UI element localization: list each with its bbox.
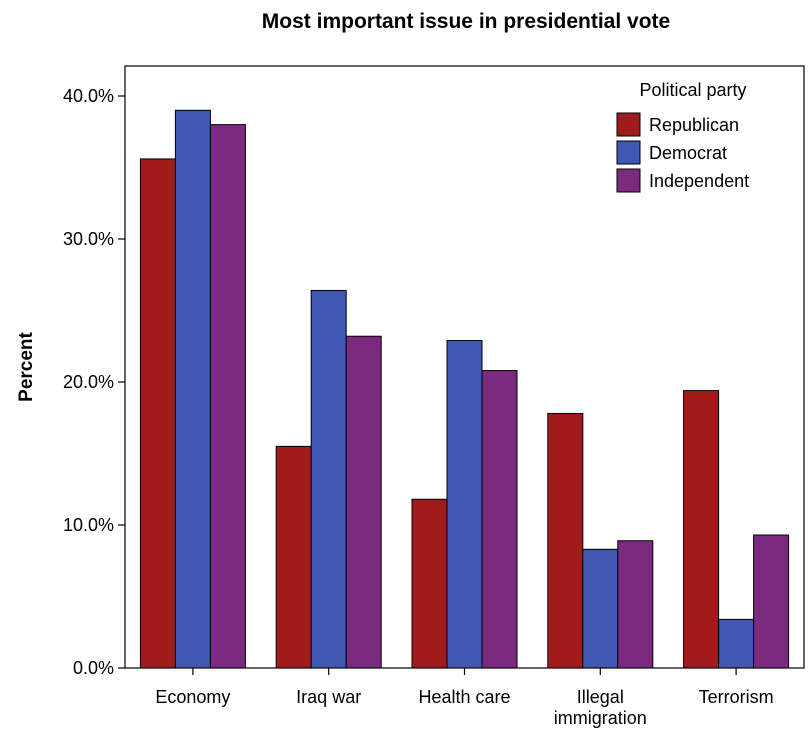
legend: Political party Republican Democrat Indepe… <box>616 80 749 193</box>
legend-title: Political party <box>639 80 746 100</box>
x-tick-label: Illegal <box>577 687 624 707</box>
bar-independent-0 <box>209 124 246 669</box>
legend-swatch-democrat <box>616 140 641 165</box>
bar-independent-2 <box>481 370 518 669</box>
bar-independent-4 <box>753 534 790 669</box>
bar-democrat-3 <box>582 548 619 669</box>
bar-democrat-0 <box>174 109 211 669</box>
bar-democrat-4 <box>718 618 755 669</box>
x-tick-label: Iraq war <box>296 687 361 707</box>
bars <box>139 109 790 669</box>
bar-democrat-1 <box>310 289 347 669</box>
legend-swatch-independent <box>616 168 641 193</box>
y-tick-label: 10.0% <box>63 515 114 535</box>
y-tick-label: 40.0% <box>63 86 114 106</box>
y-tick-label: 0.0% <box>73 658 114 678</box>
y-axis-label: Percent <box>16 331 37 401</box>
y-tick-label: 30.0% <box>63 229 114 249</box>
legend-label-independent: Independent <box>649 171 749 191</box>
bar-democrat-2 <box>446 340 483 669</box>
bar-republican-0 <box>139 158 176 669</box>
legend-items: Republican Democrat Independent <box>616 112 749 193</box>
bar-independent-3 <box>617 540 654 669</box>
x-axis: Economy Iraq war Health care Illegalimmigra… <box>155 668 774 728</box>
legend-label-republican: Republican <box>649 115 739 135</box>
x-tick-label: Health care <box>418 687 510 707</box>
x-tick-label: immigration <box>554 708 647 728</box>
legend-swatch-republican <box>616 112 641 137</box>
x-tick-label: Economy <box>155 687 230 707</box>
bar-republican-1 <box>275 445 312 669</box>
x-tick-label: Terrorism <box>699 687 774 707</box>
bar-republican-3 <box>547 412 584 669</box>
y-axis: 0.0% 10.0% 20.0% 30.0% 40.0% <box>63 86 125 678</box>
y-tick-label: 20.0% <box>63 372 114 392</box>
chart-title: Most important issue in presidential vot… <box>262 10 670 33</box>
bar-republican-4 <box>683 390 720 669</box>
bar-independent-1 <box>345 335 382 669</box>
bar-republican-2 <box>411 498 448 669</box>
legend-label-democrat: Democrat <box>649 143 727 163</box>
